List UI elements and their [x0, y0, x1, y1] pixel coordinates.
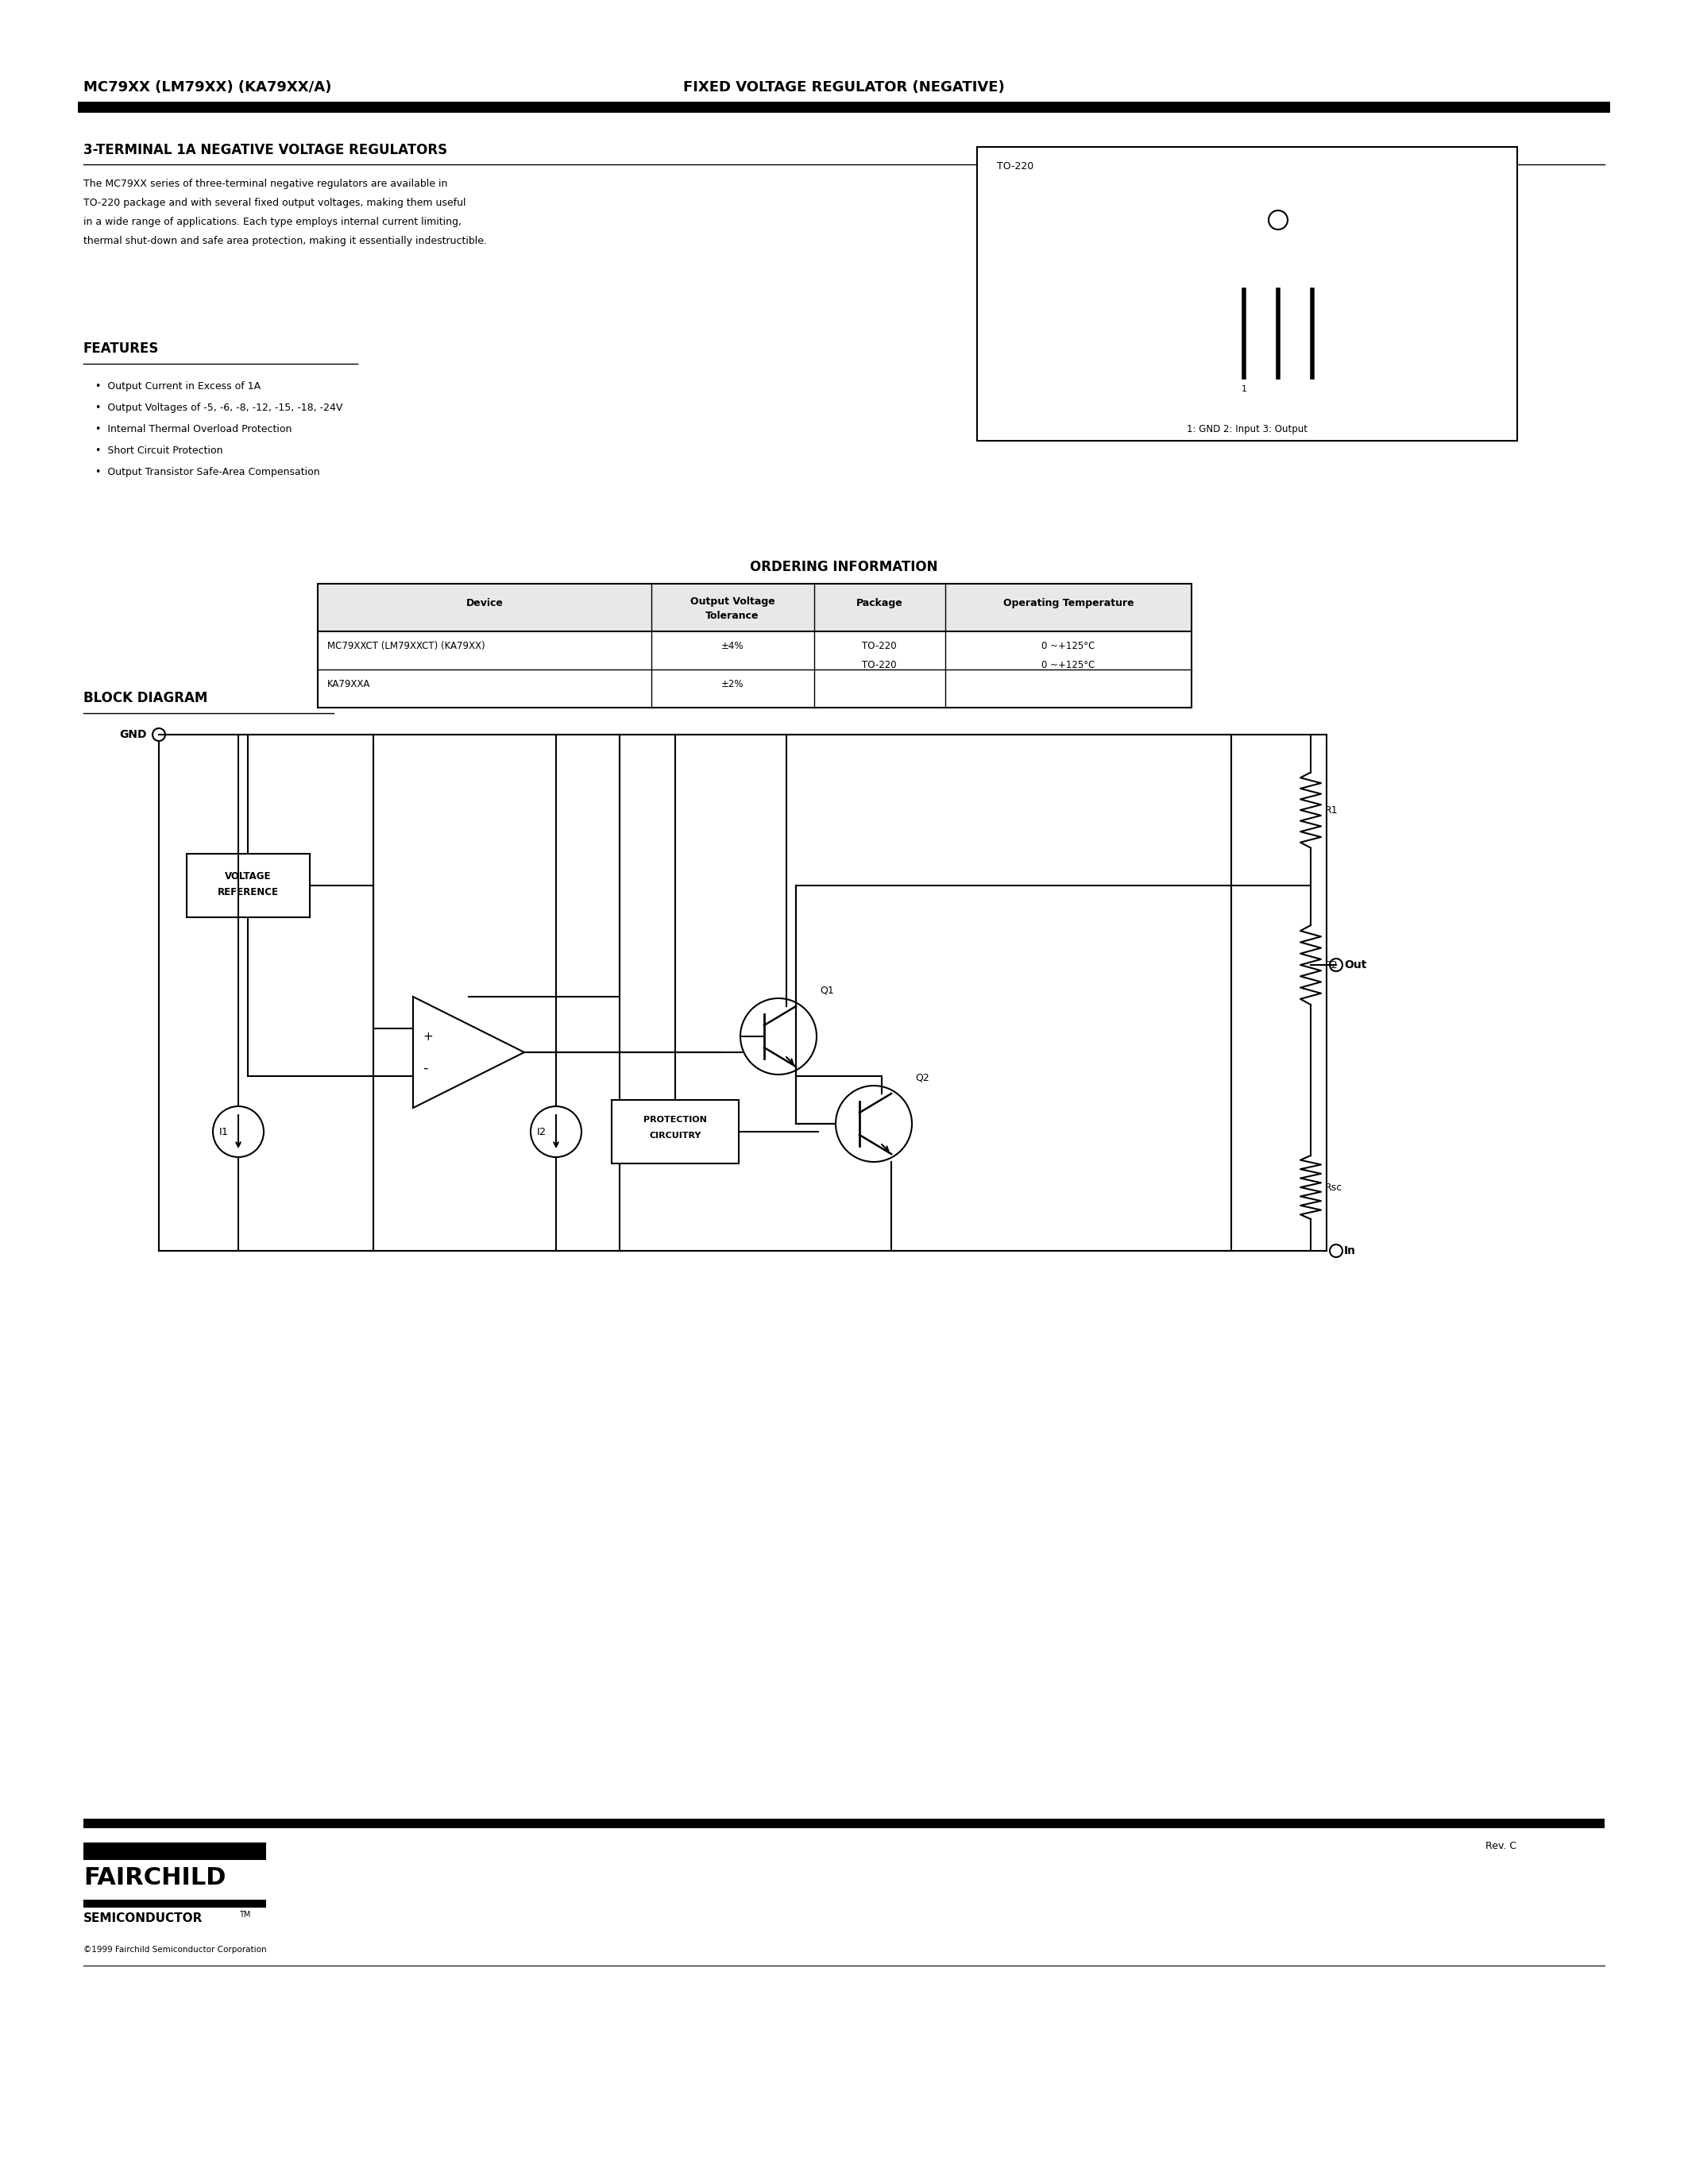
Bar [83, 1900, 267, 1907]
Text: The MC79XX series of three-terminal negative regulators are available in: The MC79XX series of three-terminal nega… [83, 179, 447, 190]
Bar [611, 1101, 739, 1164]
Text: Package: Package [856, 598, 903, 607]
Text: Output Voltage: Output Voltage [690, 596, 775, 607]
Polygon shape [1207, 194, 1366, 234]
Text: Out: Out [1344, 959, 1367, 970]
Text: Q2: Q2 [915, 1072, 928, 1083]
Circle shape [1269, 210, 1288, 229]
Text: FIXED VOLTAGE REGULATOR (NEGATIVE): FIXED VOLTAGE REGULATOR (NEGATIVE) [684, 81, 1004, 94]
Text: VOLTAGE: VOLTAGE [225, 871, 272, 882]
Circle shape [1330, 1245, 1342, 1258]
Text: R2: R2 [1325, 959, 1339, 970]
Text: I2: I2 [537, 1127, 547, 1138]
Text: ±2%: ±2% [721, 679, 744, 688]
Text: •  Short Circuit Protection: • Short Circuit Protection [95, 446, 223, 456]
Text: CIRCUITRY: CIRCUITRY [650, 1131, 701, 1140]
Text: SEMICONDUCTOR: SEMICONDUCTOR [83, 1913, 203, 1924]
Text: TO-220: TO-220 [998, 162, 1033, 173]
Text: FEATURES: FEATURES [83, 341, 159, 356]
Text: MC79XX (LM79XX) (KA79XX/A): MC79XX (LM79XX) (KA79XX/A) [83, 81, 331, 94]
Text: TO-220: TO-220 [863, 660, 896, 670]
Text: KA79XXA: KA79XXA [327, 679, 370, 688]
Text: Rsc: Rsc [1325, 1182, 1342, 1192]
Text: 0 ~+125°C: 0 ~+125°C [1041, 660, 1096, 670]
Bar [83, 1819, 1605, 1828]
Text: 3-TERMINAL 1A NEGATIVE VOLTAGE REGULATORS: 3-TERMINAL 1A NEGATIVE VOLTAGE REGULATOR… [83, 142, 447, 157]
Text: ORDERING INFORMATION: ORDERING INFORMATION [749, 559, 937, 574]
Circle shape [741, 998, 817, 1075]
Text: ±4%: ±4% [721, 640, 744, 651]
Text: In: In [1344, 1245, 1355, 1256]
Text: Tolerance: Tolerance [706, 612, 760, 620]
Text: GND: GND [120, 729, 147, 740]
Text: +: + [422, 1031, 432, 1042]
Polygon shape [414, 996, 525, 1107]
Text: BLOCK DIAGRAM: BLOCK DIAGRAM [83, 690, 208, 705]
Text: MC79XXCT (LM79XXCT) (KA79XX): MC79XXCT (LM79XXCT) (KA79XX) [327, 640, 484, 651]
Text: Q1: Q1 [820, 985, 834, 996]
Bar [83, 1843, 267, 1861]
Bar [317, 583, 1192, 708]
Bar [159, 734, 1231, 1251]
Text: Device: Device [466, 598, 503, 607]
Text: in a wide range of applications. Each type employs internal current limiting,: in a wide range of applications. Each ty… [83, 216, 461, 227]
Text: •  Output Transistor Safe-Area Compensation: • Output Transistor Safe-Area Compensati… [95, 467, 319, 478]
Circle shape [1330, 959, 1342, 972]
Text: •  Internal Thermal Overload Protection: • Internal Thermal Overload Protection [95, 424, 292, 435]
Text: ©1999 Fairchild Semiconductor Corporation: ©1999 Fairchild Semiconductor Corporatio… [83, 1946, 267, 1955]
Text: TO-220: TO-220 [863, 640, 896, 651]
Text: TM: TM [240, 1911, 250, 1920]
Text: TO-220 package and with several fixed output voltages, making them useful: TO-220 package and with several fixed ou… [83, 199, 466, 207]
Text: I1: I1 [219, 1127, 230, 1138]
Circle shape [152, 727, 165, 740]
Circle shape [530, 1107, 581, 1158]
Text: REFERENCE: REFERENCE [218, 887, 279, 898]
Text: •  Output Current in Excess of 1A: • Output Current in Excess of 1A [95, 382, 260, 391]
Text: PROTECTION: PROTECTION [643, 1116, 707, 1125]
Text: thermal shut-down and safe area protection, making it essentially indestructible: thermal shut-down and safe area protecti… [83, 236, 486, 247]
Bar [317, 583, 1192, 631]
Bar [977, 146, 1518, 441]
Text: 1: GND 2: Input 3: Output: 1: GND 2: Input 3: Output [1187, 424, 1308, 435]
Text: •  Output Voltages of -5, -6, -8, -12, -15, -18, -24V: • Output Voltages of -5, -6, -8, -12, -1… [95, 402, 343, 413]
Circle shape [213, 1107, 263, 1158]
Bar [187, 854, 311, 917]
Polygon shape [1342, 234, 1366, 290]
Text: FAIRCHILD: FAIRCHILD [83, 1867, 226, 1889]
Text: R1: R1 [1325, 806, 1339, 815]
Text: Operating Temperature: Operating Temperature [1003, 598, 1134, 607]
Text: 1: 1 [1241, 384, 1247, 393]
Circle shape [836, 1085, 912, 1162]
Polygon shape [1219, 234, 1342, 290]
Text: 0 ~+125°C: 0 ~+125°C [1041, 640, 1096, 651]
Text: -: - [422, 1061, 427, 1075]
Text: Rev. C: Rev. C [1485, 1841, 1516, 1852]
